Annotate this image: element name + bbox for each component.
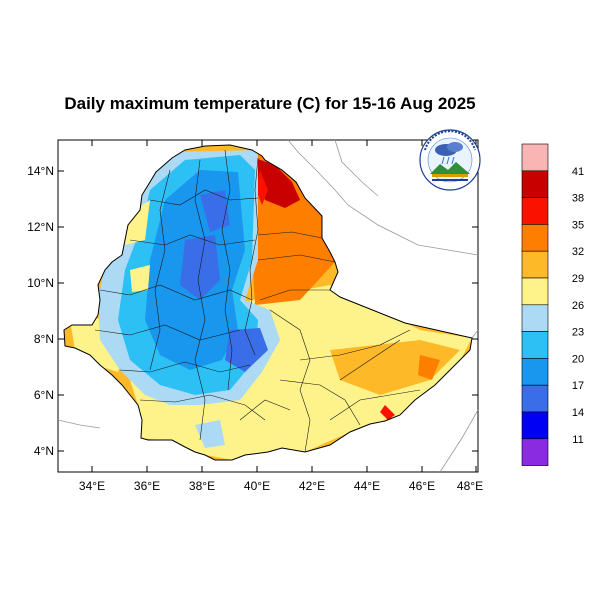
colorbar: 41 38 35 32 29 26 23 20 17 14 11: [521, 143, 584, 466]
colorbar-swatch: [521, 143, 549, 172]
ethiopian-meteorology-institute-seal-icon: [419, 129, 481, 191]
lon-label: 40°E: [244, 479, 270, 493]
lon-label: 34°E: [79, 479, 105, 493]
colorbar-tick-label: 17: [572, 380, 584, 392]
colorbar-tick-label: 38: [572, 193, 584, 205]
neighbour-borders: [57, 139, 479, 473]
colorbar-tick-label: 20: [572, 353, 584, 365]
colorbar-swatch: [521, 170, 549, 198]
colorbar-swatch: [521, 384, 549, 413]
colorbar-swatch: [521, 304, 549, 332]
lon-label: 42°E: [299, 479, 325, 493]
colorbar-swatch: [521, 358, 549, 386]
lon-label: 38°E: [189, 479, 215, 493]
colorbar-swatch: [521, 197, 549, 225]
lat-label: 8°N: [34, 332, 54, 346]
lat-label: 10°N: [27, 276, 54, 290]
ethiopia-outline: [63, 144, 473, 461]
colorbar-tick-label: 35: [572, 219, 584, 231]
lon-label: 48°E: [457, 479, 483, 493]
lon-axis: [91, 140, 477, 472]
colorbar-swatch: [521, 250, 549, 279]
colorbar-swatch: [521, 438, 549, 466]
colorbar-tick-label: 41: [572, 166, 584, 178]
colorbar-tick-label: 23: [572, 327, 584, 339]
colorbar-tick-label: 26: [572, 300, 584, 312]
lat-label: 4°N: [34, 444, 54, 458]
lon-label: 44°E: [354, 479, 380, 493]
colorbar-tick-label: 29: [572, 273, 584, 285]
lat-label: 14°N: [27, 164, 54, 178]
lon-label: 46°E: [409, 479, 435, 493]
colorbar-tick-label: 14: [572, 407, 584, 419]
map-title: Daily maximum temperature (C) for 15-16 …: [64, 94, 476, 113]
colorbar-swatch: [521, 224, 549, 252]
colorbar-swatch: [521, 411, 549, 440]
colorbar-tick-label: 11: [572, 434, 583, 446]
zone-boundaries: [94, 149, 421, 453]
lat-label: 6°N: [34, 388, 54, 402]
colorbar-tick-label: 32: [572, 246, 584, 258]
lat-label: 12°N: [27, 220, 54, 234]
lon-label: 36°E: [134, 479, 160, 493]
colorbar-swatch: [521, 277, 549, 306]
colorbar-swatch: [521, 331, 549, 359]
